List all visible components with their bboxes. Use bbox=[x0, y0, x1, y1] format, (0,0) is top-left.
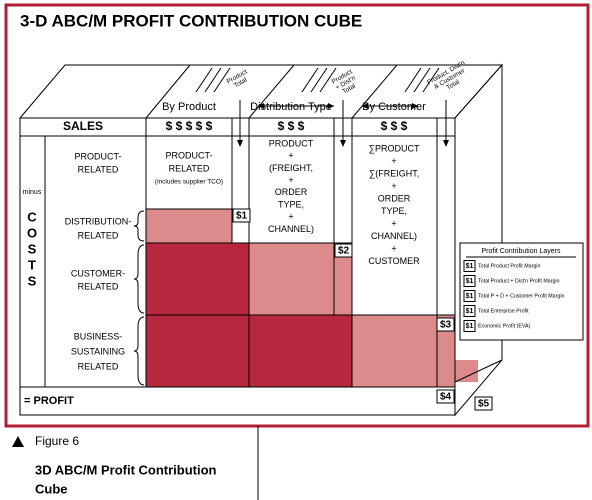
cell-text: ∑(FREIGHT, bbox=[369, 168, 419, 178]
cell-text: TYPE, bbox=[278, 199, 304, 209]
costs-letter: S bbox=[28, 273, 37, 288]
legend-badge-text: $1 bbox=[466, 293, 474, 300]
cell-text: (FREIGHT, bbox=[269, 163, 313, 173]
figure-label: Figure 6 bbox=[35, 434, 79, 448]
sales-value: $ $ $ bbox=[278, 119, 305, 133]
costs-letter: C bbox=[27, 209, 37, 224]
legend bbox=[459, 242, 584, 341]
column-header: Distribution Type bbox=[250, 101, 332, 113]
sales-label: SALES bbox=[63, 119, 103, 133]
cube-edge bbox=[145, 64, 191, 119]
legend-badge bbox=[463, 275, 476, 287]
legend-badge-text: $1 bbox=[466, 263, 474, 270]
minus: minus bbox=[23, 189, 42, 196]
cell-text: PRODUCT- bbox=[166, 150, 213, 160]
cell-text: + bbox=[288, 175, 293, 185]
cell-text: + bbox=[288, 212, 293, 222]
column-header: By Product bbox=[162, 101, 216, 113]
cell-text: ORDER bbox=[378, 193, 411, 203]
cell-text: ORDER bbox=[275, 187, 308, 197]
column-header: By Customer bbox=[362, 101, 426, 113]
hatch bbox=[195, 67, 447, 145]
marker: $3 bbox=[440, 320, 452, 331]
grid bbox=[20, 118, 455, 388]
row-label: RELATED bbox=[78, 361, 119, 371]
row-label: RELATED bbox=[78, 281, 119, 291]
marker-box bbox=[436, 317, 455, 332]
cube-edge bbox=[248, 64, 295, 119]
sales-value: $ $ $ $ $ bbox=[166, 119, 213, 133]
cell-text: ∑PRODUCT bbox=[369, 143, 420, 153]
marker-box bbox=[334, 243, 353, 258]
costs-letter: S bbox=[28, 241, 37, 256]
cell-text: CHANNEL) bbox=[371, 231, 417, 241]
legend-text: Total Product + Dist'n Profit Margin bbox=[478, 278, 560, 284]
figure-marker bbox=[12, 436, 24, 447]
legend-text: Total Enterprise Profit bbox=[478, 308, 529, 314]
legend-text: Total Product Profit Margin bbox=[478, 263, 540, 269]
row-label: PRODUCT- bbox=[75, 151, 122, 161]
cell-text: + bbox=[391, 156, 396, 166]
sales-value: $ $ $ bbox=[381, 119, 408, 133]
row-label: RELATED bbox=[78, 230, 119, 240]
caption-title: Cube bbox=[35, 481, 68, 496]
row-label: DISTRIBUTION- bbox=[65, 216, 132, 226]
brace bbox=[133, 210, 145, 386]
marker: $4 bbox=[440, 392, 452, 403]
arrowhead bbox=[237, 103, 449, 147]
cube-edge bbox=[454, 359, 503, 383]
legend-badge-text: $1 bbox=[466, 278, 474, 285]
marker: $2 bbox=[338, 246, 350, 257]
row-label: RELATED bbox=[78, 164, 119, 174]
cell-text: + bbox=[391, 181, 396, 191]
costs-letter: T bbox=[28, 257, 36, 272]
legend-title: Profit Contribution Layers bbox=[482, 248, 561, 255]
legend-badge bbox=[463, 320, 476, 332]
row-label: CUSTOMER- bbox=[71, 268, 125, 278]
profit: = PROFIT bbox=[24, 395, 74, 407]
marker: $1 bbox=[236, 211, 248, 222]
caption-title: 3D ABC/M Profit Contribution bbox=[35, 462, 217, 477]
costs-letter: O bbox=[27, 225, 37, 240]
legend-badge bbox=[463, 260, 476, 272]
marker-box bbox=[436, 389, 455, 404]
cube-edge bbox=[351, 64, 398, 119]
row-label: BUSINESS- bbox=[74, 331, 123, 341]
side-layer bbox=[455, 360, 478, 382]
marker-box bbox=[474, 396, 493, 411]
marker: $5 bbox=[478, 399, 490, 410]
cell-text: CUSTOMER bbox=[368, 256, 420, 266]
legend-badge-text: $1 bbox=[466, 323, 474, 330]
cell-text: RELATED bbox=[169, 163, 210, 173]
legend-badge bbox=[463, 290, 476, 302]
legend-text: Total P + D + Customer Profit Margin bbox=[478, 293, 565, 299]
cell-fill bbox=[248, 314, 353, 388]
cell-fill bbox=[351, 314, 438, 388]
legend-badge bbox=[463, 305, 476, 317]
cell-text: (includes supplier TCO) bbox=[155, 179, 223, 186]
cell-text: + bbox=[391, 218, 396, 228]
marker-box bbox=[232, 208, 251, 223]
legend-text: Economic Profit (EVA) bbox=[478, 323, 531, 329]
cell-text: CHANNEL) bbox=[268, 224, 314, 234]
cell-text: + bbox=[288, 151, 293, 161]
cell-text: PRODUCT bbox=[269, 138, 314, 148]
row-label: SUSTAINING bbox=[71, 346, 125, 356]
cell-fill bbox=[248, 242, 335, 316]
legend-badge-text: $1 bbox=[466, 308, 474, 315]
title: 3-D ABC/M PROFIT CONTRIBUTION CUBE bbox=[20, 11, 362, 30]
cell-text: + bbox=[391, 243, 396, 253]
cell-fill bbox=[145, 208, 233, 244]
cell-text: TYPE, bbox=[381, 206, 407, 216]
